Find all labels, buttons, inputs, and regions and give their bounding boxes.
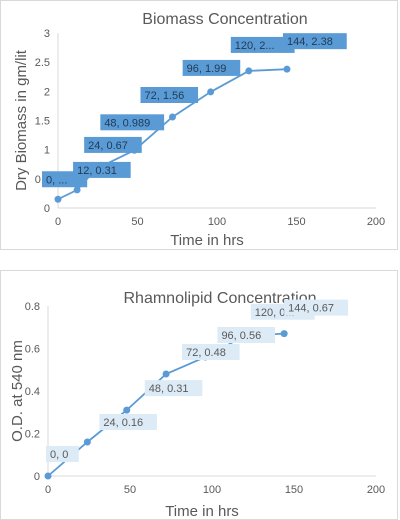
rhamnolipid-chart-panel: Rhamnolipid Concentration 0 50 100 150 200 0 0.… [0, 270, 400, 520]
data-label-box [282, 33, 347, 50]
x-tick-label: 0 [45, 484, 51, 496]
data-label: 96, 0.56 [217, 327, 276, 343]
data-point [162, 370, 170, 378]
data-label: 144, 0.67 [284, 299, 348, 316]
rhamnolipid-chart: Rhamnolipid Concentration 0 50 100 150 200 0 0.… [9, 290, 385, 520]
data-label-box [46, 446, 79, 462]
data-label-box [84, 136, 142, 153]
data-label-box [284, 299, 348, 316]
data-point [83, 438, 91, 446]
data-label-text: 0, 0 [50, 449, 68, 461]
data-point [73, 186, 81, 194]
x-tick-label: 100 [203, 484, 221, 496]
x-tick-label: 50 [131, 216, 143, 228]
x-axis-title: Time in hrs [165, 503, 239, 520]
y-axis-title: O.D. at 540 nm [9, 340, 26, 442]
data-label-text: 12, 0.31 [77, 165, 117, 177]
data-label-box [230, 36, 295, 53]
y-tick-label: 0.8 [25, 301, 40, 313]
x-tick-label: 150 [287, 216, 305, 228]
y-tick-label: 2 [44, 86, 50, 98]
data-point [283, 65, 291, 73]
data-point [54, 195, 62, 203]
data-label-text: 120, 2... [235, 40, 275, 52]
data-point [123, 406, 131, 414]
data-label-text: 72, 0.48 [186, 347, 226, 359]
data-label: 48, 0.989 [100, 114, 165, 131]
data-label-box [144, 380, 203, 397]
data-label-text: 0, ... [46, 174, 67, 186]
data-label-text: 24, 0.16 [103, 417, 143, 429]
data-label: 72, 1.56 [140, 87, 199, 103]
data-point [280, 330, 288, 338]
data-label-text: 144, 0.67 [288, 303, 334, 315]
x-axis-title: Time in hrs [170, 232, 244, 249]
data-label: 48, 0.31 [144, 380, 203, 397]
x-tick-label: 150 [285, 484, 303, 496]
y-tick-label: 1.5 [35, 116, 50, 128]
data-label: 24, 0.16 [99, 414, 157, 430]
data-label-box [182, 344, 240, 360]
y-tick-label: 0.4 [25, 386, 40, 398]
data-point [168, 113, 176, 121]
data-label-text: 144, 2.38 [287, 36, 333, 48]
data-label-text: 96, 0.56 [221, 330, 261, 342]
y-tick-label: 1 [44, 145, 50, 157]
data-label: 144, 2.38 [282, 33, 347, 50]
data-point [245, 67, 253, 75]
data-point [44, 472, 52, 480]
data-label: 24, 0.67 [84, 136, 142, 153]
data-label-text: 96, 1.99 [187, 63, 227, 75]
x-tick-label: 50 [124, 484, 136, 496]
data-label: 12, 0.31 [73, 161, 131, 178]
y-tick-label: 0 [44, 203, 50, 215]
data-point [207, 88, 215, 96]
data-label-text: 48, 0.31 [149, 383, 189, 395]
y-tick-label: 0.6 [25, 344, 40, 356]
x-tick-label: 100 [208, 216, 226, 228]
data-label-text: 48, 0.989 [104, 117, 150, 129]
data-label-box [99, 414, 157, 430]
y-tick-label: 3 [44, 28, 50, 40]
series-line [47, 332, 285, 477]
data-label-box [140, 87, 199, 103]
chart-title: Rhamnolipid Concentration [124, 290, 317, 307]
data-label: 72, 0.48 [182, 344, 240, 360]
data-label: 0, 0 [46, 446, 79, 462]
data-label: 96, 1.99 [182, 59, 241, 76]
biomass-chart: Biomass Concentration05010015020000.511.… [13, 11, 385, 249]
data-label-text: 72, 1.56 [144, 90, 184, 102]
x-tick-label: 200 [367, 484, 385, 496]
chart-title: Biomass Concentration [142, 11, 307, 28]
data-label: 120, 2... [230, 36, 295, 53]
biomass-chart-panel: Biomass Concentration05010015020000.511.… [0, 0, 400, 250]
data-label-box [217, 327, 276, 343]
y-tick-label: 0 [34, 471, 40, 483]
y-tick-label: 2.5 [35, 57, 50, 69]
y-axis-title: Dry Biomass in gm/lit [13, 49, 30, 191]
y-tick-label: 0.2 [25, 429, 40, 441]
data-label-box [100, 114, 165, 131]
x-tick-label: 0 [55, 216, 61, 228]
data-label-box [73, 161, 131, 178]
data-label-text: 24, 0.67 [88, 140, 128, 152]
x-tick-label: 200 [367, 216, 385, 228]
data-label-box [182, 59, 241, 76]
